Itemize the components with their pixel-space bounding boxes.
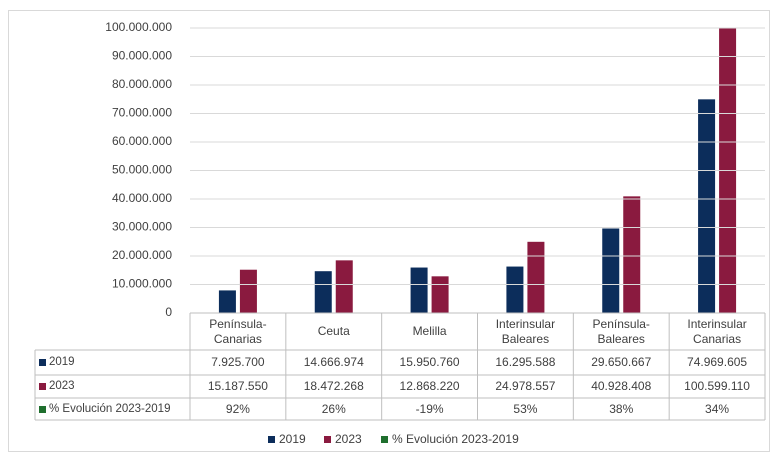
table-cell: 26% (321, 401, 346, 416)
bar (602, 228, 620, 313)
legend-swatch (39, 405, 46, 413)
series-name: % Evolución 2023-2019 (49, 402, 171, 415)
category-label: Península-Canarias (209, 316, 267, 346)
category-label: Península-Baleares (592, 316, 650, 346)
y-tick-label: 10.000.000 (112, 277, 172, 291)
category-label: Interinsular Canarias (687, 316, 747, 346)
bar (314, 271, 332, 313)
table-cell: 38% (609, 401, 634, 416)
bar (506, 266, 524, 313)
y-tick-label: 80.000.000 (112, 77, 172, 91)
bar (410, 267, 428, 313)
table-cell: 24.978.557 (495, 379, 556, 393)
y-tick-label: 100.000.000 (105, 20, 172, 34)
chart-border (8, 10, 770, 452)
table-cell: 7.925.700 (211, 355, 265, 369)
table-cell: 14.666.974 (303, 355, 364, 369)
series-name: 2023 (49, 380, 75, 392)
table-row-label: 2023 (39, 375, 190, 398)
y-tick-label: 0 (165, 305, 172, 319)
table-cell: 40.928.408 (591, 379, 652, 393)
legend-swatch (39, 383, 46, 390)
table-cell: 29.650.667 (591, 355, 652, 369)
table-cell: 15.950.760 (399, 355, 460, 369)
bar (719, 28, 737, 313)
category-label: Ceuta (317, 324, 350, 338)
bar (218, 290, 236, 313)
y-tick-label: 90.000.000 (112, 49, 172, 63)
bar (527, 241, 545, 313)
legend-swatch (381, 436, 388, 443)
table-cell: 53% (513, 401, 538, 416)
table-cell: 16.295.588 (495, 355, 556, 369)
series-name: 2019 (49, 356, 75, 368)
y-tick-label: 50.000.000 (112, 163, 172, 177)
legend-label: % Evolución 2023-2019 (392, 432, 519, 446)
table-cell: 92% (225, 401, 250, 416)
y-tick-label: 30.000.000 (112, 220, 172, 234)
table-cell: 18.472.268 (303, 379, 364, 393)
bar (431, 276, 449, 313)
y-tick-label: 40.000.000 (112, 191, 172, 205)
table-cell: 12.868.220 (399, 379, 460, 393)
bar (623, 196, 641, 313)
legend-label: 2019 (279, 432, 306, 446)
legend-swatch (268, 436, 275, 443)
table-cell: 100.599.110 (684, 379, 750, 393)
table-cell: 15.187.550 (207, 379, 268, 393)
table-row-label: 2019 (39, 350, 190, 375)
table-cell: 34% (705, 401, 730, 416)
table-cell: 74.969.605 (687, 355, 748, 369)
y-tick-label: 20.000.000 (112, 248, 172, 262)
table-cell: -19% (415, 401, 444, 416)
table-row-label: % Evolución 2023-2019 (39, 398, 190, 420)
category-label: Interinsular Baleares (495, 316, 556, 346)
category-label: Melilla (412, 324, 447, 338)
bar (698, 99, 716, 313)
legend-label: 2023 (335, 432, 362, 446)
bar (239, 269, 257, 313)
y-tick-label: 70.000.000 (112, 106, 172, 120)
bar (335, 260, 353, 313)
y-tick-label: 60.000.000 (112, 134, 172, 148)
legend-swatch (324, 436, 331, 443)
legend-swatch (39, 359, 46, 366)
